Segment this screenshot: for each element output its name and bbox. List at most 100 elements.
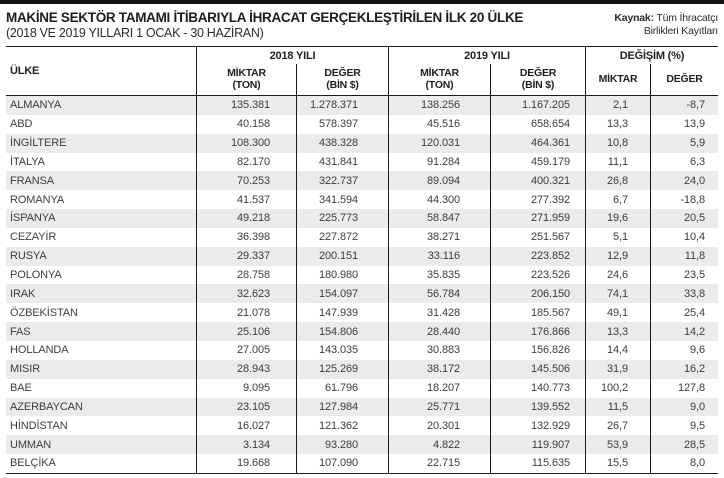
infographic-page: MAKİNE SEKTÖR TAMAMI İTİBARIYLA İHRACAT … (0, 4, 724, 474)
cell-2018-deger: 154.806 (296, 322, 388, 341)
table-row: ROMANYA 41.537 341.594 44.300 277.392 6,… (6, 190, 718, 210)
header-change-deger: DEĞER (650, 64, 718, 95)
cell-change-miktar: 13,3 (585, 114, 650, 134)
header-country: ÜLKE (10, 65, 40, 77)
cell-2019-deger: 176.866 (490, 322, 585, 341)
cell-country: İTALYA (10, 155, 45, 168)
cell-change-miktar: 11,1 (585, 152, 650, 172)
cell-change-deger: 9,6 (650, 340, 718, 360)
cell-2018-deger: 200.151 (296, 246, 388, 266)
cell-country: HİNDİSTAN (10, 419, 68, 432)
cell-2018-deger: 438.328 (296, 133, 388, 153)
table-row: CEZAYİR 36.398 227.872 38.271 251.567 5,… (6, 227, 718, 247)
cell-country: ALMANYA (10, 99, 62, 112)
cell-2019-miktar: 28.440 (388, 322, 490, 341)
cell-2018-deger: 125.269 (296, 359, 388, 379)
cell-change-deger: 5,9 (650, 133, 718, 153)
header-2018-miktar-line2: (TON) (232, 78, 261, 91)
header-2019-miktar: MİKTAR (TON) (388, 64, 490, 95)
cell-2019-miktar: 38.172 (388, 359, 490, 379)
cell-change-deger: 11,8 (650, 246, 718, 266)
cell-2019-deger: 1.167.205 (490, 96, 585, 115)
cell-country: POLONYA (10, 269, 62, 282)
cell-change-miktar: 74,1 (585, 284, 650, 304)
cell-change-miktar: 53,9 (585, 435, 650, 455)
table-body: ALMANYA 135.381 1.278.371 138.256 1.167.… (6, 96, 718, 474)
cell-2019-miktar: 18.207 (388, 378, 490, 398)
cell-change-deger: 9,0 (650, 397, 718, 417)
cell-2018-deger: 180.980 (296, 265, 388, 285)
cell-2018-deger: 143.035 (296, 340, 388, 360)
table-row: POLONYA 28.758 180.980 35.835 223.526 24… (6, 265, 718, 285)
cell-country: UMMAN (10, 438, 52, 451)
cell-2019-miktar: 4.822 (388, 435, 490, 455)
cell-2018-deger: 154.097 (296, 284, 388, 304)
cell-change-miktar: 31,9 (585, 359, 650, 379)
cell-2019-deger: 185.567 (490, 303, 585, 323)
header-2019-deger-line1: DEĞER (519, 67, 557, 79)
cell-2018-miktar: 9.095 (196, 378, 296, 398)
cell-2018-miktar: 82.170 (196, 152, 296, 172)
table-row: HİNDİSTAN 16.027 121.362 20.301 132.929 … (6, 416, 718, 436)
cell-2018-miktar: 19.668 (196, 454, 296, 473)
cell-2019-miktar: 33.116 (388, 246, 490, 266)
cell-change-miktar: 2,1 (585, 96, 650, 115)
cell-change-miktar: 11,5 (585, 397, 650, 417)
cell-change-deger: -8,7 (650, 96, 718, 115)
cell-2019-miktar: 31.428 (388, 303, 490, 323)
cell-change-miktar: 26,8 (585, 171, 650, 191)
header-2018-deger-line1: DEĞER (324, 67, 361, 79)
cell-2018-miktar: 32.623 (196, 284, 296, 304)
cell-change-miktar: 26,7 (585, 416, 650, 436)
cell-2019-miktar: 35.835 (388, 265, 490, 285)
header-2018-deger: DEĞER (BİN $) (296, 64, 388, 95)
cell-2018-miktar: 70.253 (196, 171, 296, 191)
cell-2018-deger: 341.594 (296, 190, 388, 210)
header-2019-deger-line2: (BİN $) (521, 78, 555, 91)
cell-country: RUSYA (10, 250, 47, 263)
table-header: ÜLKE 2018 YILI 2019 YILI DEĞİŞİM (%) MİK… (6, 46, 718, 96)
cell-change-miktar: 24,6 (585, 265, 650, 285)
cell-2019-deger: 400.321 (490, 171, 585, 191)
cell-2019-deger: 251.567 (490, 227, 585, 247)
table-row: BAE 9.095 61.796 18.207 140.773 100,2 12… (6, 378, 718, 398)
cell-change-miktar: 5,1 (585, 227, 650, 247)
cell-2019-deger: 271.959 (490, 209, 585, 228)
cell-2018-deger: 322.737 (296, 171, 388, 191)
masthead: MAKİNE SEKTÖR TAMAMI İTİBARIYLA İHRACAT … (6, 4, 718, 46)
header-group-2018: 2018 YILI (196, 47, 388, 64)
top-accent-bar (0, 0, 724, 4)
cell-2019-deger: 459.179 (490, 152, 585, 172)
cell-country: CEZAYİR (10, 231, 57, 244)
cell-change-deger: 23,5 (650, 265, 718, 285)
cell-2019-deger: 464.361 (490, 133, 585, 153)
header-2019-miktar-line1: MİKTAR (420, 67, 459, 79)
cell-2019-miktar: 30.883 (388, 340, 490, 360)
cell-change-deger: 9,5 (650, 416, 718, 436)
cell-2018-miktar: 21.078 (196, 303, 296, 323)
title-block: MAKİNE SEKTÖR TAMAMI İTİBARIYLA İHRACAT … (6, 10, 523, 40)
table-row: ABD 40.158 578.397 45.516 658.654 13,3 1… (6, 114, 718, 134)
cell-change-miktar: 49,1 (585, 303, 650, 323)
cell-2018-deger: 431.841 (296, 152, 388, 172)
cell-2018-deger: 147.939 (296, 303, 388, 323)
cell-2018-deger: 107.090 (296, 454, 388, 473)
cell-2019-miktar: 20.301 (388, 416, 490, 436)
table-row: İNGİLTERE 108.300 438.328 120.031 464.36… (6, 133, 718, 153)
cell-2019-deger: 206.150 (490, 284, 585, 304)
cell-country: BAE (10, 382, 32, 395)
cell-country: IRAK (10, 287, 36, 300)
header-change-miktar: MİKTAR (585, 64, 650, 95)
cell-2019-deger: 145.506 (490, 359, 585, 379)
header-2019-miktar-line2: (TON) (425, 78, 454, 91)
cell-2019-miktar: 25.771 (388, 397, 490, 417)
cell-2018-miktar: 25.106 (196, 322, 296, 341)
cell-change-miktar: 14,4 (585, 340, 650, 360)
cell-change-miktar: 13,3 (585, 322, 650, 341)
cell-2019-deger: 156.826 (490, 340, 585, 360)
cell-change-deger: 13,9 (650, 114, 718, 134)
cell-2019-miktar: 45.516 (388, 114, 490, 134)
source-note: Kaynak: Tüm İhracatçı Birlikleri Kayıtla… (614, 10, 718, 37)
cell-change-deger: 28,5 (650, 435, 718, 455)
header-2019-deger: DEĞER (BİN $) (490, 64, 585, 95)
